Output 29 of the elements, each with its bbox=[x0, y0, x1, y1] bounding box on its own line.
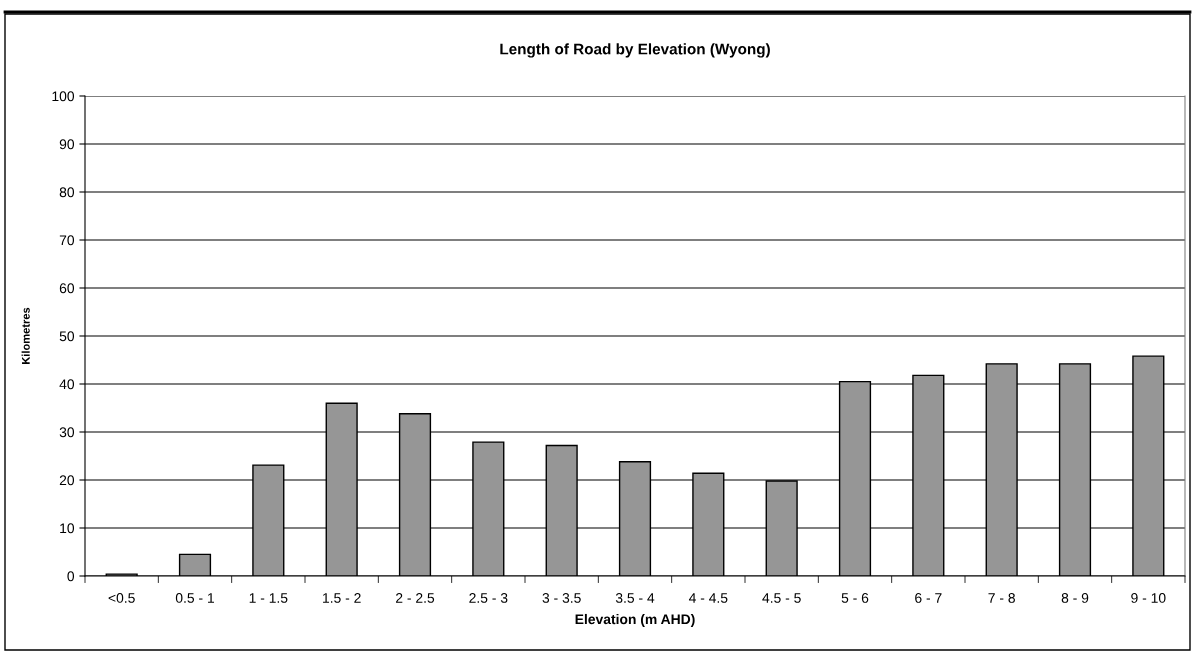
x-tick-label: 0.5 - 1 bbox=[175, 593, 215, 603]
x-tick-label: 6 - 7 bbox=[915, 593, 942, 603]
x-tick-label: 5 - 6 bbox=[841, 593, 869, 603]
x-tick-label: 4 - 4.5 bbox=[688, 593, 728, 603]
y-tick-label: 20 bbox=[59, 475, 75, 486]
x-tick-label: 2.5 - 3 bbox=[469, 593, 508, 603]
x-tick-label: 8 - 9 bbox=[1061, 593, 1089, 603]
x-tick-label: 9 - 10 bbox=[1131, 593, 1166, 603]
y-tick-label: 30 bbox=[59, 427, 75, 438]
x-tick-label: 1.5 - 2 bbox=[323, 593, 361, 603]
y-tick-label: 60 bbox=[59, 283, 75, 294]
y-tick-label: 50 bbox=[59, 331, 75, 342]
y-tick-label: 10 bbox=[60, 523, 75, 534]
y-axis-title: Kilometres bbox=[21, 307, 30, 364]
x-tick-label: 7 - 8 bbox=[988, 593, 1015, 603]
y-tick-label: 90 bbox=[59, 139, 75, 150]
x-tick-label: 4.5 - 5 bbox=[762, 593, 801, 603]
x-tick-label: 3 - 3.5 bbox=[542, 593, 581, 603]
y-tick-label: 0 bbox=[67, 571, 75, 582]
x-tick-label: 2 - 2.5 bbox=[396, 593, 435, 603]
y-tick-label: 80 bbox=[59, 187, 75, 198]
x-tick-label: 1 - 1.5 bbox=[249, 593, 288, 603]
x-tick-label: <0.5 bbox=[108, 593, 135, 603]
y-tick-label: 40 bbox=[59, 379, 75, 390]
y-tick-label: 70 bbox=[59, 235, 75, 246]
chart-title: Length of Road by Elevation (Wyong) bbox=[500, 43, 770, 58]
y-tick-label: 100 bbox=[52, 91, 75, 102]
x-axis-title: Elevation (m AHD) bbox=[575, 613, 695, 627]
x-tick-label: 3.5 - 4 bbox=[615, 593, 655, 603]
